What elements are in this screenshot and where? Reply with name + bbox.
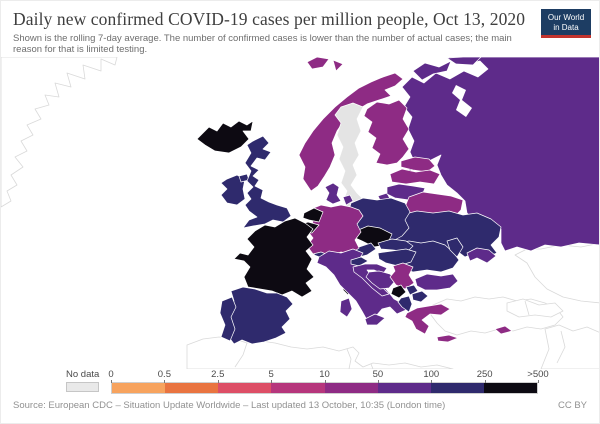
country-moldova[interactable] <box>446 237 464 258</box>
country-cyprus[interactable] <box>494 325 513 335</box>
legend-tick-mark <box>111 380 112 383</box>
legend-segment-3[interactable] <box>218 383 272 393</box>
region-outline-middle-east <box>540 324 599 369</box>
europe-choropleth-map <box>1 57 599 369</box>
country-russia-novaya-zemlya-north[interactable] <box>446 57 482 66</box>
legend-tick-label: 100 <box>423 369 440 380</box>
legend-tick-mark <box>164 380 166 383</box>
legend-tick-mark <box>538 380 539 383</box>
country-finland[interactable] <box>363 99 410 166</box>
page-title: Daily new confirmed COVID-19 cases per m… <box>13 9 526 29</box>
country-portugal[interactable] <box>219 296 237 342</box>
country-russia-novaya-zemlya-south[interactable] <box>412 60 452 81</box>
owid-logo[interactable]: Our World in Data <box>541 9 591 38</box>
white-sea <box>452 85 472 117</box>
legend-segment-4[interactable] <box>271 383 325 393</box>
legend-tick-label: 5 <box>268 369 274 380</box>
country-russia-crimea[interactable] <box>466 247 497 264</box>
legend-tick-label: >500 <box>527 369 549 380</box>
country-latvia[interactable] <box>389 168 441 185</box>
country-iceland[interactable] <box>196 120 254 154</box>
region-outline-africa-borders <box>234 342 374 369</box>
country-greece[interactable] <box>404 303 451 335</box>
legend-segment-7[interactable] <box>430 383 484 393</box>
legend-tick-label: 250 <box>476 369 493 380</box>
country-bulgaria[interactable] <box>414 273 459 291</box>
country-hungary[interactable] <box>377 248 417 267</box>
legend-segment-8[interactable] <box>483 383 537 393</box>
legend-tick-mark <box>324 380 326 383</box>
country-slovakia[interactable] <box>377 238 414 253</box>
owid-logo-line1: Our World <box>547 13 585 22</box>
country-north-macedonia[interactable] <box>411 290 429 303</box>
country-norway-svalbard-1[interactable] <box>306 57 330 70</box>
legend-no-data-group: No data <box>66 369 99 392</box>
country-montenegro[interactable] <box>390 284 407 299</box>
country-denmark-jutland[interactable] <box>324 182 342 205</box>
country-serbia[interactable] <box>389 262 415 290</box>
legend-tick-label: 0 <box>108 369 114 380</box>
legend-tick-label: 50 <box>372 369 384 380</box>
legend-segment-5[interactable] <box>324 383 378 393</box>
country-norway-svalbard-2[interactable] <box>332 59 344 72</box>
legend-tick-mark <box>217 380 219 383</box>
legend-no-data-swatch[interactable] <box>66 382 99 392</box>
legend-tick-mark <box>484 380 486 383</box>
source-note: Source: European CDC – Situation Update … <box>13 400 446 411</box>
region-outline-kazakhstan <box>514 242 599 304</box>
legend-tick-mark <box>271 380 273 383</box>
chart-subtitle: Shown is the rolling 7-day average. The … <box>13 33 512 55</box>
license-link[interactable]: CC BY <box>557 400 587 411</box>
legend-segment-6[interactable] <box>377 383 431 393</box>
country-estonia[interactable] <box>400 156 436 173</box>
country-denmark-zealand[interactable] <box>342 194 354 206</box>
country-france[interactable] <box>233 217 315 298</box>
region-outline-greenland <box>1 57 118 208</box>
legend-tick-label: 0.5 <box>157 369 171 380</box>
legend-tick-labels: 0 0.5 2.5 5 10 50 100 250 >500 <box>108 369 549 383</box>
country-italy-sicily[interactable] <box>364 313 386 326</box>
country-norway[interactable] <box>298 72 404 192</box>
legend-tick-mark <box>431 380 433 383</box>
legend-no-data-label: No data <box>66 369 100 380</box>
legend-tick-label: 10 <box>319 369 330 380</box>
region-outline-mideast-borders <box>556 330 566 364</box>
region-outline-north-africa <box>186 336 454 369</box>
country-italy-sardinia[interactable] <box>339 297 353 318</box>
country-kosovo[interactable] <box>405 284 419 296</box>
owid-logo-line2: in Data <box>553 22 579 32</box>
country-italy[interactable] <box>316 248 407 321</box>
region-outline-caucasus <box>506 298 564 318</box>
country-netherlands[interactable] <box>302 207 324 223</box>
legend-tick-label: 2.5 <box>211 369 225 380</box>
country-uk-great-britain[interactable] <box>242 135 292 229</box>
country-bosnia[interactable] <box>365 270 397 290</box>
country-greece-crete[interactable] <box>436 334 459 343</box>
legend-segment-2[interactable] <box>165 383 219 393</box>
country-spain[interactable] <box>227 286 294 345</box>
legend-tick-mark <box>377 380 379 383</box>
map-legend: No data 0 0.5 2.5 5 10 50 100 250 >500 <box>1 369 599 395</box>
chart-footer: Source: European CDC – Situation Update … <box>1 393 599 423</box>
legend-color-bar-group: 0 0.5 2.5 5 10 50 100 250 >500 <box>108 369 549 394</box>
legend-segment-1[interactable] <box>112 383 166 393</box>
region-outline-caucasus-border <box>524 300 530 316</box>
country-slovenia[interactable] <box>350 256 369 267</box>
chart-header: Daily new confirmed COVID-19 cases per m… <box>1 1 599 57</box>
